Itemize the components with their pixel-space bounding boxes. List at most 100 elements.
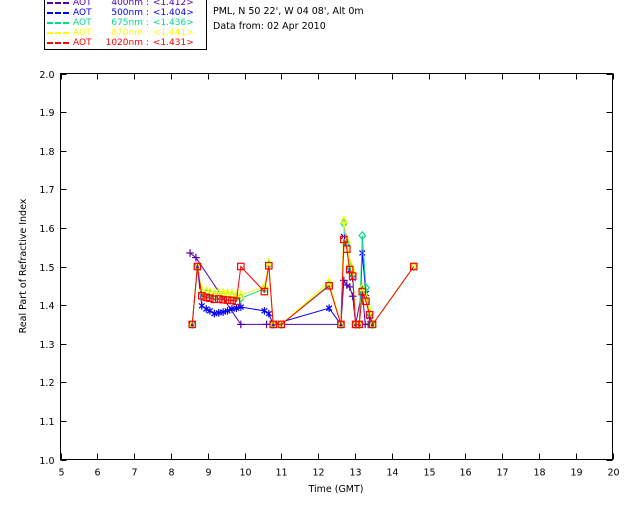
x-tick-label: 18 <box>533 468 545 479</box>
data-marker-square <box>237 262 245 271</box>
legend-item-text: AOT 675nm : <1.436> <box>73 18 194 28</box>
legend-separator: : <box>143 38 149 48</box>
data-marker-square <box>214 295 223 303</box>
data-marker-square <box>340 235 348 244</box>
legend-item-text: AOT 400nm : <1.412> <box>73 0 194 8</box>
axes-frame <box>60 73 613 460</box>
legend-mean-value: <1.412> <box>152 0 194 8</box>
data-marker-square <box>210 295 219 304</box>
data-marker-square <box>206 294 214 302</box>
data-marker-square <box>269 320 278 329</box>
legend-aot-label: AOT <box>73 38 92 48</box>
legend-item[interactable]: AOT 1020nm : <1.431> <box>47 38 204 48</box>
y-tick-label: 1.3 <box>39 340 54 351</box>
x-tick-label: 9 <box>205 468 211 479</box>
x-tick-label: 19 <box>570 468 582 479</box>
x-axis-tick-labels: 5 6 7 8 9 10 11 12 13 14 15 16 17 18 19 20 <box>58 468 619 479</box>
data-marker-square <box>343 245 351 253</box>
x-tick-label: 6 <box>94 468 100 479</box>
legend-mean-value: <1.431> <box>152 38 194 48</box>
data-marker-plus <box>237 320 245 329</box>
data-marker-square <box>325 282 333 290</box>
data-marker-asterisk <box>198 302 206 310</box>
data-marker-triangle <box>324 276 334 286</box>
data-marker-asterisk <box>206 307 214 315</box>
y-tick-label: 1.5 <box>39 263 54 274</box>
x-tick-label: 10 <box>239 468 251 479</box>
data-marker-square <box>277 320 286 329</box>
series-line <box>189 252 372 325</box>
legend-wavelength: 675nm <box>111 18 143 28</box>
legend-wavelength: 500nm <box>111 8 143 18</box>
y-tick-label: 1.8 <box>39 147 54 158</box>
station-location-line: PML, N 50 22', W 04 08', Alt 0m <box>213 6 364 17</box>
data-marker-plus <box>340 276 348 285</box>
data-series-layer <box>186 214 418 330</box>
data-marker-square <box>188 320 197 329</box>
data-marker-square <box>232 297 241 306</box>
legend-item[interactable]: AOT 500nm : <1.404> <box>47 8 204 18</box>
data-marker-asterisk <box>224 307 231 315</box>
data-marker-asterisk <box>202 305 210 313</box>
x-tick-label: 13 <box>349 468 361 479</box>
data-marker-square <box>223 296 232 304</box>
data-marker-square <box>362 297 370 306</box>
legend-mean-value: <1.441> <box>152 28 194 38</box>
legend-item[interactable]: AOT 675nm : <1.436> <box>47 18 204 28</box>
x-tick-label: 8 <box>168 468 174 479</box>
y-tick-label: 2.0 <box>39 70 54 81</box>
legend-separator: : <box>143 0 149 8</box>
x-tick-label: 5 <box>58 468 64 479</box>
x-tick-label: 11 <box>275 468 287 479</box>
series-aot-1020nm <box>188 235 418 329</box>
legend-item[interactable]: AOT 870nm : <1.441> <box>47 28 204 38</box>
data-marker-plus <box>348 292 357 301</box>
data-marker-plus <box>192 253 200 262</box>
data-marker-asterisk <box>265 309 273 318</box>
legend-line-swatch <box>47 32 69 34</box>
legend-item-text: AOT 500nm : <1.404> <box>73 8 194 18</box>
legend-item-text: AOT 1020nm : <1.431> <box>73 38 194 48</box>
data-marker-triangle <box>232 288 241 298</box>
data-marker-square <box>348 272 357 280</box>
data-marker-triangle <box>227 288 237 297</box>
legend-aot-label: AOT <box>73 18 92 28</box>
legend-item[interactable]: AOT 400nm : <1.412> <box>47 0 204 8</box>
data-marker-square <box>219 295 227 304</box>
data-date-line: Data from: 02 Apr 2010 <box>213 21 326 32</box>
x-tick-label: 16 <box>459 468 471 479</box>
data-marker-square <box>358 287 367 296</box>
data-marker-asterisk <box>261 307 268 315</box>
data-marker-square <box>365 310 374 319</box>
y-tick-label: 1.9 <box>39 108 54 119</box>
legend-line-swatch <box>47 12 69 14</box>
data-marker-triangle <box>219 287 228 297</box>
data-marker-asterisk <box>237 303 245 311</box>
data-marker-diamond <box>358 230 367 241</box>
legend-wavelength: 1020nm <box>105 38 143 48</box>
y-axis-ticks <box>60 74 613 461</box>
legend-separator: : <box>143 8 149 18</box>
x-tick-label: 20 <box>607 468 619 479</box>
legend-wavelength: 870nm <box>111 28 143 38</box>
data-marker-square <box>355 320 364 329</box>
y-tick-label: 1.6 <box>39 224 54 235</box>
y-axis-title: Real Part of Refractive Index <box>18 198 29 333</box>
legend-wavelength: 400nm <box>111 0 143 8</box>
data-marker-triangle <box>348 265 357 275</box>
data-marker-plus <box>345 283 354 291</box>
y-axis-tick-labels: 1.0 1.1 1.2 1.3 1.4 1.5 1.6 1.7 1.8 1.9 2.0 <box>39 70 54 467</box>
legend-item-text: AOT 870nm : <1.441> <box>73 28 194 38</box>
data-marker-triangle <box>339 214 349 224</box>
x-tick-label: 15 <box>423 468 435 479</box>
data-marker-square <box>260 287 269 296</box>
station-info-block: PML, N 50 22', W 04 08', Alt 0m Data fro… <box>213 4 364 34</box>
x-axis-title: Time (GMT) <box>307 484 363 495</box>
legend-mean-value: <1.404> <box>152 8 194 18</box>
x-tick-label: 12 <box>312 468 324 479</box>
x-tick-label: 7 <box>131 468 137 479</box>
data-marker-plus <box>186 249 194 257</box>
legend-aot-label: AOT <box>73 0 92 8</box>
